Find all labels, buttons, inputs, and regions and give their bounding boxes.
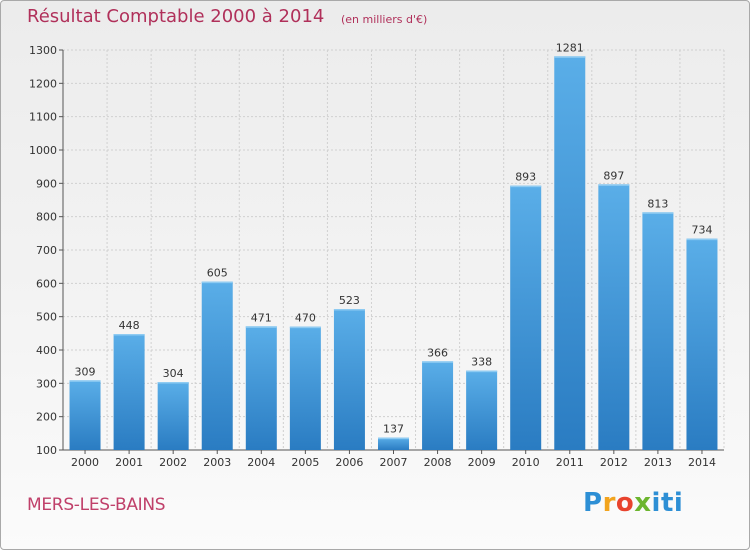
y-tick-label: 100	[36, 444, 57, 457]
bar-2011	[554, 56, 586, 450]
bar-2007	[378, 437, 409, 450]
x-tick-label: 2014	[688, 456, 716, 469]
bar-2012	[598, 184, 630, 451]
bar-highlight	[510, 185, 542, 188]
data-label-2006: 523	[339, 294, 360, 307]
bar-2013	[642, 212, 674, 450]
bar-highlight	[642, 212, 674, 214]
bar-2008	[422, 361, 454, 450]
bar-highlight	[245, 326, 277, 328]
x-tick-label: 2000	[71, 456, 99, 469]
x-tick-label: 2013	[644, 456, 672, 469]
y-tick-label: 700	[36, 244, 57, 257]
bar-highlight	[201, 281, 233, 284]
data-label-2008: 366	[427, 346, 448, 359]
bar-highlight	[378, 437, 409, 440]
y-tick-label: 600	[36, 277, 57, 290]
y-tick-label: 500	[36, 311, 57, 324]
data-label-2004: 471	[251, 311, 272, 324]
x-tick-label: 2009	[468, 456, 496, 469]
x-tick-label: 2001	[115, 456, 143, 469]
y-tick-label: 1100	[29, 111, 57, 124]
data-label-2005: 470	[295, 312, 316, 325]
x-tick-label: 2005	[291, 456, 319, 469]
x-tick-label: 2002	[159, 456, 187, 469]
y-tick-label: 1300	[29, 44, 57, 57]
y-tick-label: 300	[36, 377, 57, 390]
x-tick-label: 2004	[247, 456, 275, 469]
x-tick-label: 2012	[600, 456, 628, 469]
bar-highlight	[113, 334, 145, 336]
bars	[69, 56, 718, 451]
data-label-2011: 1281	[556, 41, 584, 54]
y-tick-label: 200	[36, 411, 57, 424]
data-label-2010: 893	[515, 171, 536, 184]
x-tick-label: 2011	[556, 456, 584, 469]
proxiti-logo: Proxiti	[583, 488, 684, 518]
x-tick-label: 2008	[424, 456, 452, 469]
data-label-2002: 304	[163, 367, 184, 380]
chart-title: Résultat Comptable 2000 à 2014	[27, 6, 325, 27]
data-label-2001: 448	[119, 319, 140, 332]
data-label-2000: 309	[75, 365, 96, 378]
bar-highlight	[466, 370, 498, 373]
bar-2009	[466, 370, 498, 450]
bar-2000	[69, 380, 101, 450]
commune-name: MERS-LES-BAINS	[27, 495, 166, 515]
bar-highlight	[686, 238, 718, 241]
bar-2006	[333, 309, 365, 450]
bar-2014	[686, 238, 718, 450]
x-tick-label: 2010	[512, 456, 540, 469]
bar-2004	[245, 326, 277, 450]
bar-highlight	[422, 361, 454, 363]
y-tick-label: 1000	[29, 144, 57, 157]
data-label-2009: 338	[471, 356, 492, 369]
bar-highlight	[333, 309, 365, 311]
bar-2005	[289, 326, 321, 450]
y-tick-label: 1200	[29, 77, 57, 90]
bar-highlight	[554, 56, 586, 58]
data-label-2003: 605	[207, 267, 228, 280]
bar-highlight	[598, 184, 630, 186]
bar-2001	[113, 334, 145, 450]
x-tick-label: 2003	[203, 456, 231, 469]
x-tick-label: 2006	[335, 456, 363, 469]
data-label-2012: 897	[603, 169, 624, 182]
x-tick-label: 2007	[380, 456, 408, 469]
y-tick-label: 800	[36, 211, 57, 224]
y-tick-label: 900	[36, 177, 57, 190]
data-label-2013: 813	[647, 197, 668, 210]
y-tick-label: 400	[36, 344, 57, 357]
bar-highlight	[69, 380, 101, 382]
bar-highlight	[157, 382, 189, 384]
bar-2010	[510, 185, 542, 450]
data-label-2014: 734	[691, 224, 712, 237]
labels: 309 448 304 605 471 470 523 137 366 338 893 1281 897…	[75, 41, 713, 435]
axes: 100 200 300 400 500 600 700 800 900 1000 1100 1200 1…	[29, 44, 724, 469]
bar-2003	[201, 281, 233, 450]
bar-highlight	[289, 326, 321, 329]
chart-unit-note: (en milliers d'€)	[341, 13, 428, 26]
gridlines	[62, 49, 725, 451]
bar-2002	[157, 382, 189, 450]
data-label-2007: 137	[383, 423, 404, 436]
